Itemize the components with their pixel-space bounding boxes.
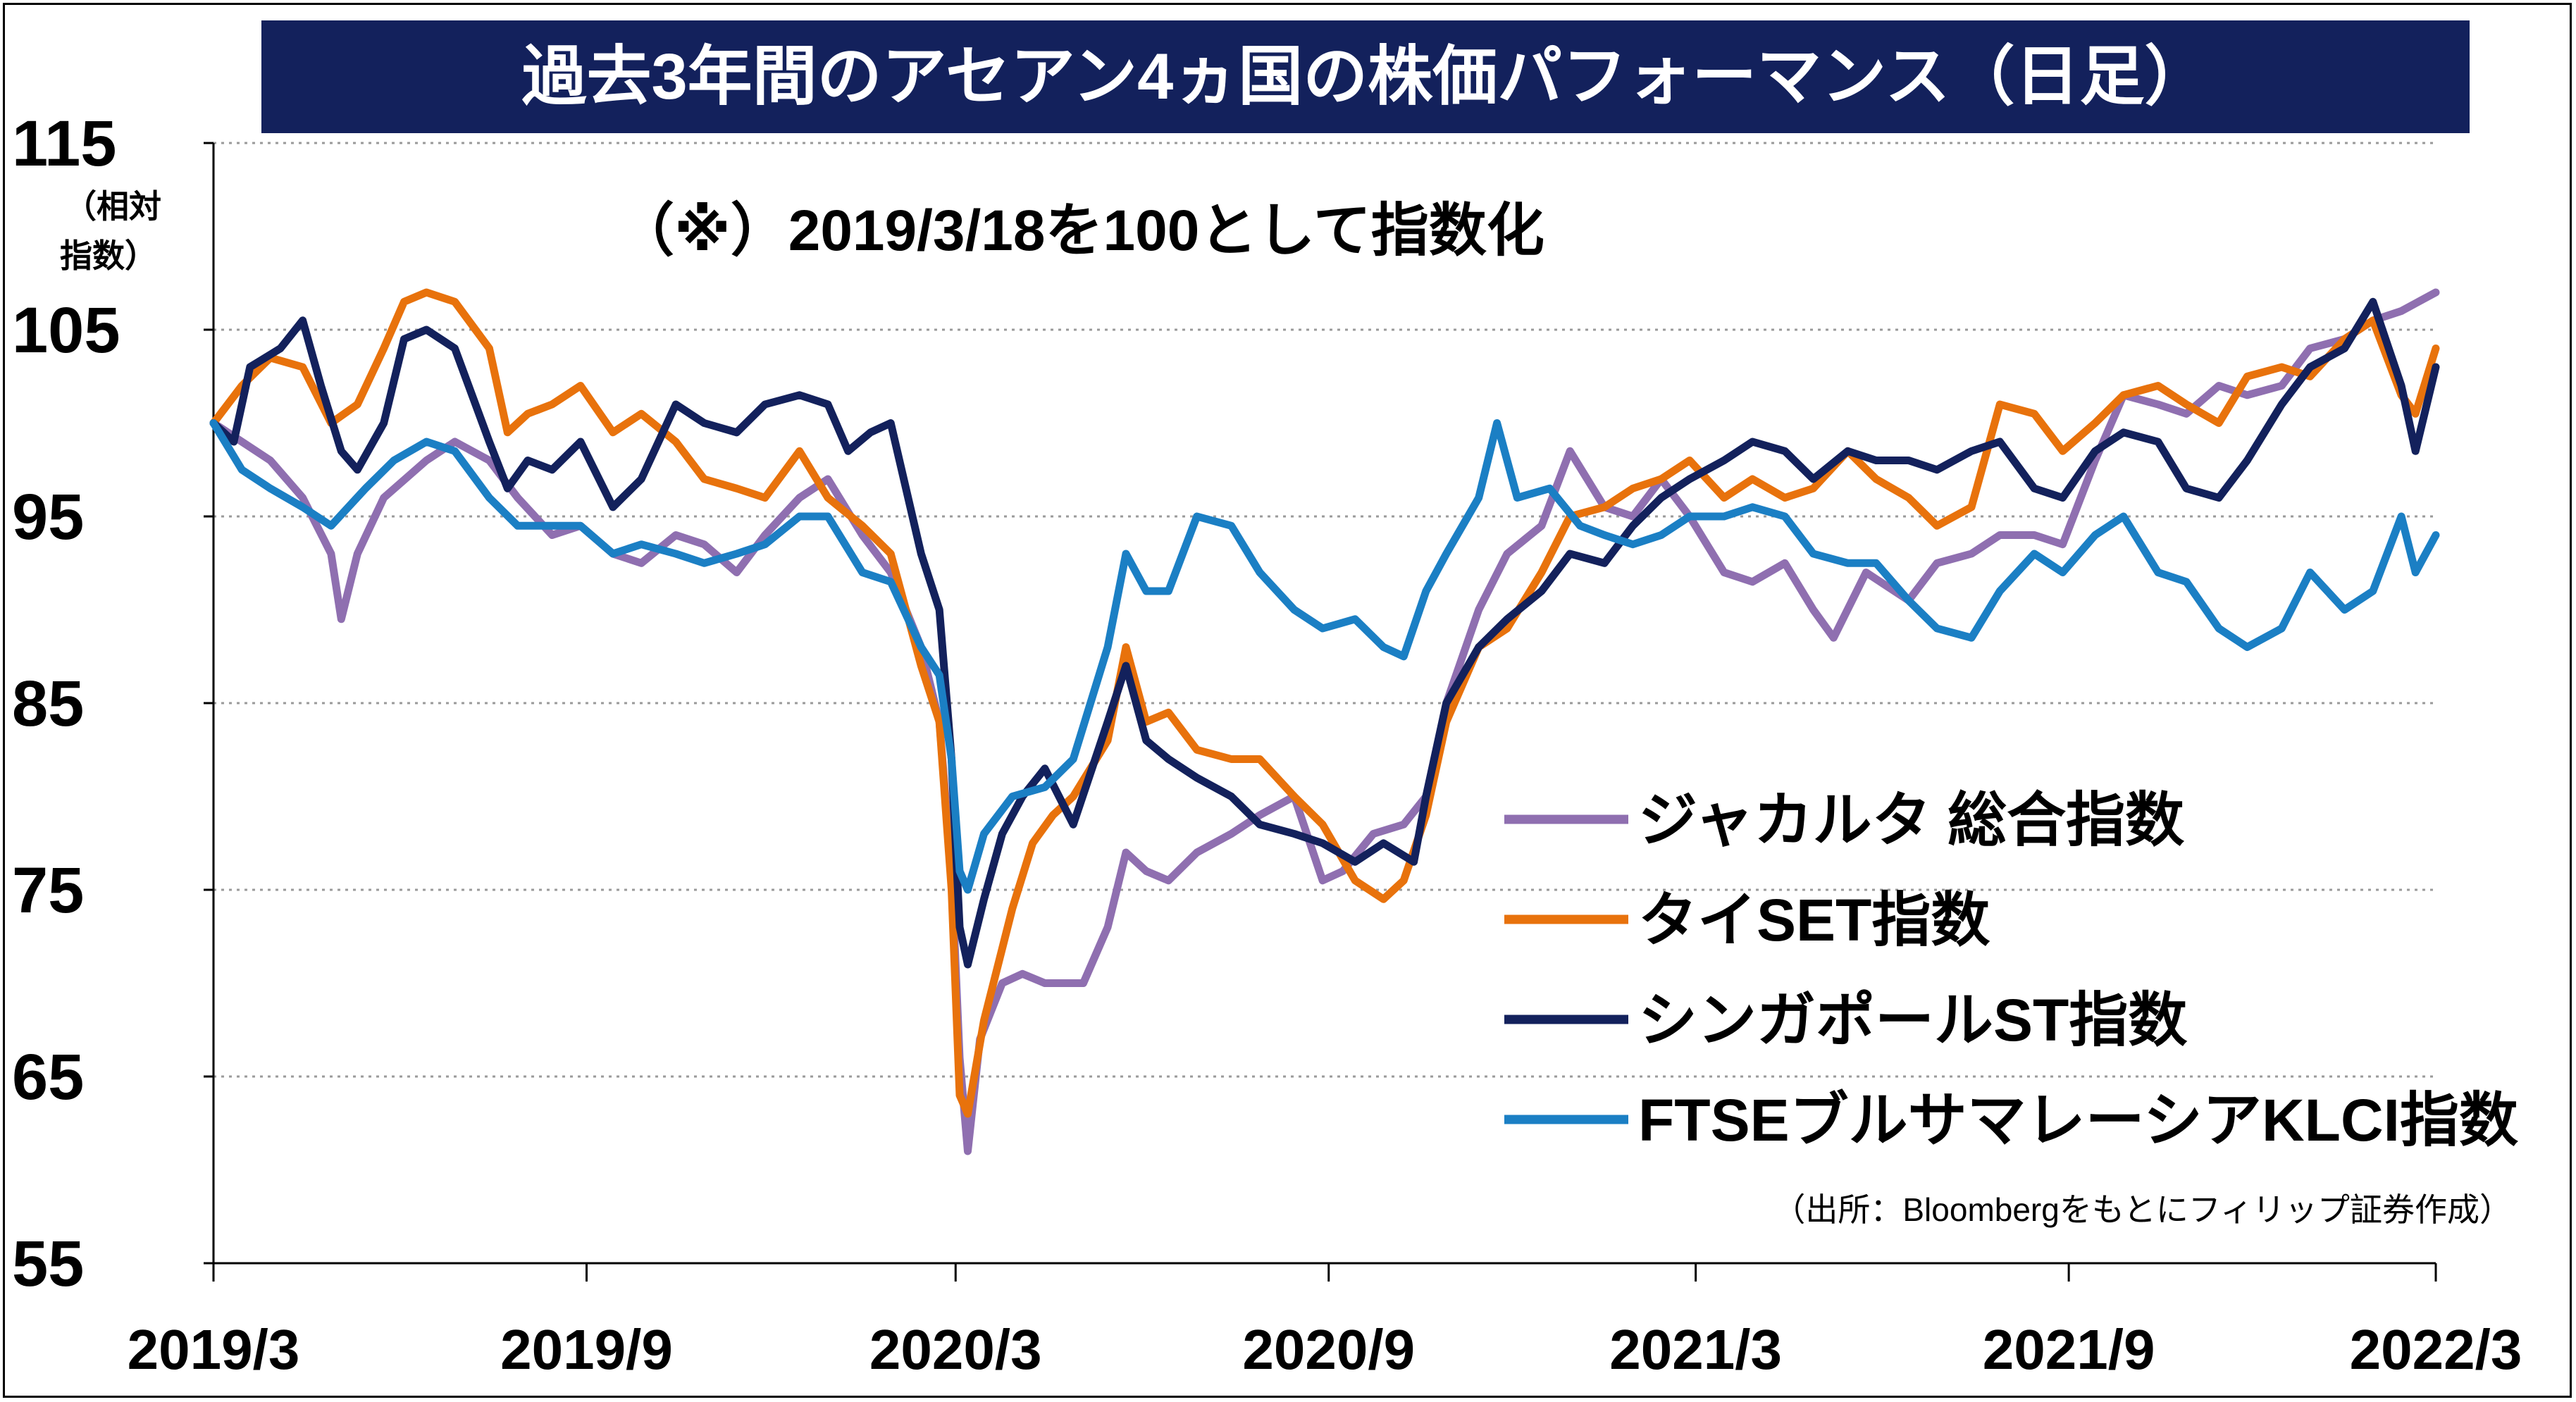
- legend-label: タイSET指数: [1638, 887, 1990, 953]
- legend-label: シンガポールST指数: [1638, 987, 2187, 1053]
- series-line-4: [209, 419, 2440, 894]
- series-line-2: [209, 288, 2440, 1118]
- chart-title: 過去3年間のアセアン4ヵ国の株価パフォーマンス（日足）: [522, 41, 2210, 113]
- source-note: （出所：Bloombergをもとにフィリップ証券作成）: [1773, 1191, 2512, 1228]
- ytick-label: 75: [12, 855, 84, 926]
- ytick-label: 105: [12, 294, 120, 366]
- ytick-label: 95: [12, 481, 84, 553]
- ytick-label: 55: [12, 1228, 84, 1300]
- ytick-label: 65: [12, 1041, 84, 1113]
- title-banner: [261, 20, 2470, 133]
- legend-label: ジャカルタ 総合指数: [1638, 787, 2184, 853]
- chart: 過去3年間のアセアン4ヵ国の株価パフォーマンス（日足） 55 65 75 85 95 10…: [12, 20, 2522, 1381]
- xtick-label: 2021/9: [1983, 1318, 2155, 1381]
- chart-frame: 過去3年間のアセアン4ヵ国の株価パフォーマンス（日足） 55 65 75 85 95 10…: [3, 3, 2572, 1398]
- ylabel-line-2: 指数）: [60, 237, 157, 274]
- xtick-label: 2020/9: [1242, 1318, 1415, 1381]
- axes: 55 65 75 85 95 105 115 2019/3 2019/9 2020/3 2020/9…: [12, 108, 2522, 1381]
- gridlines: [213, 142, 2436, 1078]
- ytick-label: 85: [12, 668, 84, 740]
- series-line-3: [209, 297, 2440, 969]
- legend-label: FTSEブルサマレーシアKLCI指数: [1638, 1087, 2518, 1153]
- xtick-label: 2020/3: [869, 1318, 1042, 1381]
- xtick-label: 2021/3: [1609, 1318, 1782, 1381]
- ytick-label: 115: [12, 108, 116, 180]
- xtick-label: 2022/3: [2350, 1318, 2522, 1381]
- ylabel-line-1: （相対: [64, 188, 161, 225]
- xtick-label: 2019/3: [128, 1318, 300, 1381]
- xtick-label: 2019/9: [500, 1318, 673, 1381]
- chart-subtitle: （※）2019/3/18を100として指数化: [617, 199, 1544, 263]
- series-lines: [209, 288, 2440, 1155]
